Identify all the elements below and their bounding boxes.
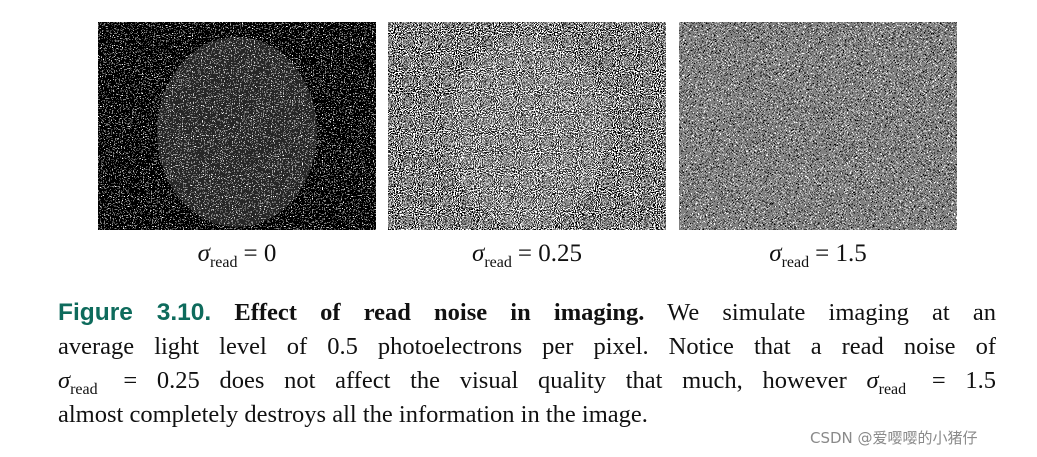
symbol: σ: [58, 367, 71, 394]
subscript: read: [209, 254, 238, 271]
value: = 0.25: [517, 240, 582, 267]
subscript: read: [484, 254, 512, 271]
noisy-image: [98, 22, 376, 230]
symbol: σ: [472, 240, 485, 267]
caption-text: = 0.25 does not affect the visual qualit…: [123, 367, 847, 394]
panel-label: σread = 1.5: [679, 240, 957, 272]
symbol: σ: [769, 240, 782, 267]
caption: Figure 3.10. Effect of read noise in ima…: [58, 296, 996, 432]
caption-text: We simulate imaging at an: [667, 299, 996, 326]
panel-label: σread = 0: [98, 240, 376, 272]
subscript: read: [781, 254, 810, 271]
watermark: CSDN @爱嘤嘤的小猪仔: [810, 429, 978, 447]
caption-line: almost completely destroys all the infor…: [58, 398, 996, 432]
caption-line: σread = 0.25 does not affect the visual …: [58, 364, 996, 398]
caption-text: = 1.5: [931, 367, 996, 394]
value: = 0: [243, 240, 277, 267]
caption-line: Figure 3.10. Effect of read noise in ima…: [58, 296, 996, 330]
figure-title: Effect of read noise in imaging.: [234, 299, 645, 326]
subscript: read: [70, 381, 98, 398]
value: = 1.5: [815, 240, 867, 267]
caption-line: average light level of 0.5 photoelectron…: [58, 330, 996, 364]
subscript: read: [878, 381, 907, 398]
noisy-image: [388, 22, 666, 230]
figure-label: Figure 3.10.: [58, 299, 212, 326]
symbol: σ: [197, 240, 210, 267]
symbol: σ: [866, 367, 879, 394]
caption-text: almost completely destroys all the infor…: [58, 401, 648, 428]
panel-label: σread = 0.25: [388, 240, 666, 272]
noisy-image: [679, 22, 957, 230]
caption-text: average light level of 0.5 photoelectron…: [58, 333, 996, 360]
